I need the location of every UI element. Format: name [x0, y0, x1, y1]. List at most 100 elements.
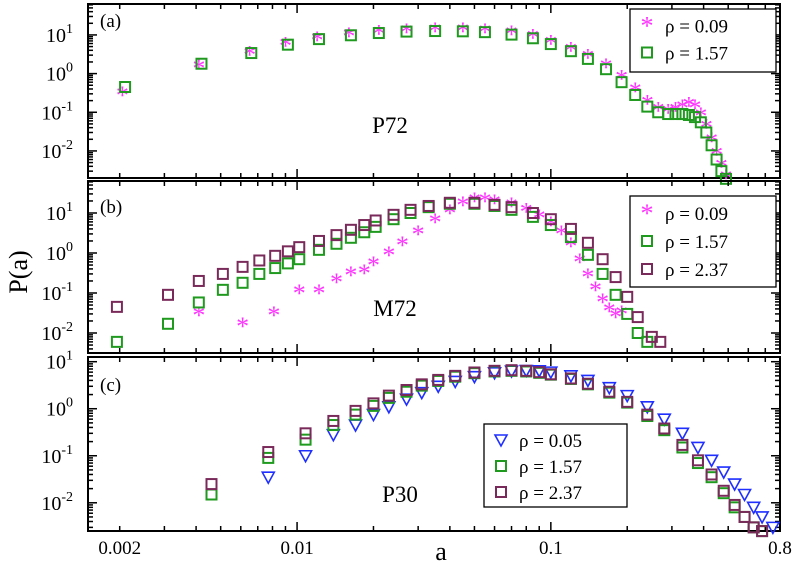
data-point — [330, 237, 343, 250]
y-axis-label: P(a) — [4, 250, 33, 293]
data-point — [293, 241, 306, 254]
data-point — [422, 199, 435, 212]
data-point — [631, 311, 644, 324]
data-point — [629, 88, 642, 101]
data-point — [690, 441, 706, 456]
data-point — [727, 478, 742, 492]
data-point: * — [396, 231, 409, 260]
data-point: * — [505, 192, 518, 221]
data-point: * — [544, 211, 557, 240]
data-point — [449, 369, 462, 382]
data-point: * — [581, 263, 594, 292]
data-point: * — [312, 279, 325, 308]
series-2 — [119, 25, 732, 185]
data-point — [676, 108, 689, 121]
data-point — [488, 364, 501, 377]
data-point: * — [311, 26, 324, 55]
data-point — [358, 219, 371, 232]
panel-label: (a) — [100, 11, 121, 32]
data-point — [369, 214, 382, 227]
legend-box — [483, 423, 628, 508]
data-point — [236, 260, 249, 273]
legend-marker — [641, 263, 653, 275]
data-point — [253, 267, 266, 280]
data-point — [260, 471, 276, 485]
legend-marker: * — [641, 199, 654, 228]
data-point: * — [236, 312, 249, 341]
data-point: * — [564, 36, 577, 65]
data-point: * — [429, 208, 442, 237]
data-point — [533, 366, 546, 379]
data-point — [639, 400, 655, 415]
legend-box — [629, 8, 777, 73]
data-point: * — [342, 22, 355, 51]
data-point — [621, 395, 634, 408]
legend-marker — [495, 486, 507, 498]
data-point — [564, 231, 577, 244]
data-point — [281, 257, 294, 270]
data-point — [564, 372, 577, 385]
data-point — [269, 249, 282, 262]
y-tick-label: 101 — [46, 349, 73, 374]
data-point — [349, 404, 362, 417]
data-point — [656, 413, 672, 427]
series-3 — [205, 364, 769, 538]
data-point — [404, 203, 417, 216]
data-point: * — [372, 19, 385, 48]
data-point — [400, 384, 413, 397]
data-point: * — [596, 288, 609, 317]
data-point — [676, 438, 689, 451]
data-point — [456, 25, 469, 38]
data-point — [344, 231, 357, 244]
data-point: * — [478, 187, 491, 216]
data-point — [581, 236, 594, 249]
data-point — [662, 108, 675, 121]
data-point — [387, 208, 400, 221]
data-point: * — [400, 18, 413, 47]
data-point: * — [279, 32, 292, 61]
data-point: * — [589, 276, 602, 305]
y-tick-label: 101 — [46, 200, 73, 225]
data-point — [710, 153, 723, 166]
data-point — [580, 374, 596, 389]
data-point: * — [116, 81, 129, 110]
x-axis-label: a — [435, 537, 447, 565]
data-point: * — [443, 199, 456, 228]
panel-label: (b) — [100, 197, 122, 218]
y-tick-label: 10-1 — [41, 280, 73, 305]
data-point — [526, 32, 539, 45]
data-point — [372, 27, 385, 40]
data-point: * — [505, 20, 518, 49]
data-point — [468, 366, 481, 379]
data-point — [609, 271, 622, 284]
data-point — [717, 484, 730, 497]
data-point: * — [705, 127, 718, 156]
data-point — [205, 488, 218, 501]
data-point: * — [456, 191, 469, 220]
data-point — [564, 222, 577, 235]
data-point — [162, 288, 175, 301]
data-point: * — [367, 251, 380, 280]
panel-annotation: P72 — [372, 113, 408, 138]
legend-box — [629, 195, 777, 288]
panel-label: (c) — [100, 375, 121, 396]
data-point — [400, 25, 413, 38]
data-point — [654, 335, 667, 348]
data-point: * — [609, 303, 622, 332]
legend-marker: * — [641, 12, 654, 41]
data-point: * — [526, 24, 539, 53]
data-point: * — [330, 268, 343, 297]
data-point — [281, 245, 294, 258]
legend-label: ρ = 2.37 — [665, 260, 728, 281]
legend-marker — [641, 46, 653, 59]
data-point: * — [719, 164, 732, 193]
data-point — [621, 290, 634, 303]
data-point — [327, 414, 340, 427]
data-point — [414, 386, 430, 401]
y-tick-label: 10-2 — [41, 138, 73, 163]
data-point — [216, 283, 229, 296]
data-point: * — [478, 18, 491, 47]
data-point — [348, 419, 363, 433]
